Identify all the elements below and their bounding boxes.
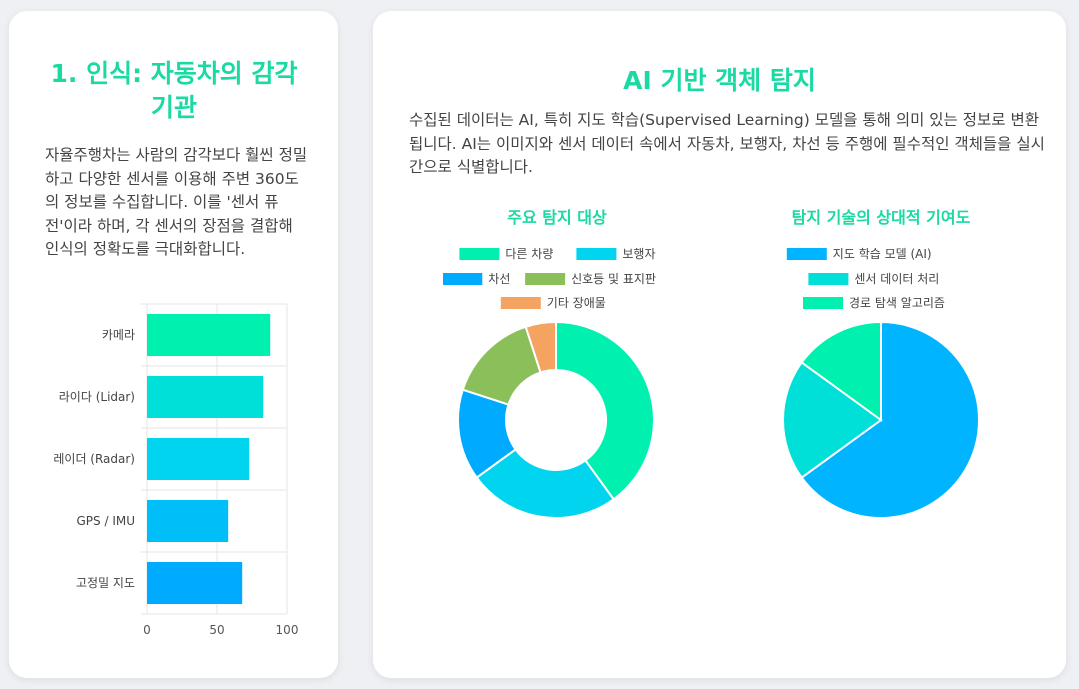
legend-swatch bbox=[500, 297, 541, 309]
legend-label: 센서 데이터 처리 bbox=[854, 272, 939, 286]
perception-card: 1. 인식: 자동차의 감각 기관 자율주행차는 사람의 감각보다 훨씬 정밀하… bbox=[9, 11, 338, 678]
legend-swatch bbox=[808, 273, 849, 285]
legend-swatch bbox=[803, 297, 843, 309]
legend-label: 지도 학습 모델 (AI) bbox=[833, 247, 932, 261]
donut-slice bbox=[555, 320, 655, 501]
legend-label: 보행자 bbox=[622, 246, 655, 261]
pie-slice bbox=[800, 320, 882, 422]
bar bbox=[147, 438, 250, 480]
legend-swatch bbox=[525, 273, 566, 285]
category-label: 라이다 (Lidar) bbox=[59, 390, 135, 404]
object-detection-card: AI 기반 객체 탐지 수집된 데이터는 AI, 특히 지도 학습(Superv… bbox=[373, 11, 1066, 678]
legend-label: 경로 탐색 알고리즘 bbox=[849, 296, 945, 310]
pie-slice bbox=[800, 320, 980, 519]
bar bbox=[147, 314, 271, 356]
legend-label: 기타 장애물 bbox=[547, 296, 606, 310]
right-section-title: AI 기반 객체 탐지 bbox=[623, 66, 816, 95]
legend-label: 차선 bbox=[488, 272, 510, 286]
legend-label: 신호등 및 표지판 bbox=[571, 272, 656, 286]
category-label: GPS / IMU bbox=[77, 514, 136, 528]
category-label: 카메라 bbox=[102, 328, 135, 342]
pie-slice bbox=[782, 360, 883, 480]
category-label: 레이더 (Radar) bbox=[53, 452, 135, 466]
x-tick-label: 50 bbox=[209, 623, 224, 637]
legend-swatch bbox=[459, 248, 500, 260]
donut-slice bbox=[475, 447, 616, 519]
legend-label: 다른 차량 bbox=[505, 247, 553, 261]
pie-chart-title: 탐지 기술의 상대적 기여도 bbox=[791, 208, 971, 227]
legend-swatch bbox=[786, 248, 827, 260]
donut-slice bbox=[524, 320, 557, 374]
x-tick-label: 100 bbox=[276, 623, 299, 637]
bar bbox=[147, 562, 243, 604]
x-tick-label: 0 bbox=[143, 623, 151, 637]
bar bbox=[147, 376, 264, 418]
legend-swatch bbox=[443, 273, 483, 285]
category-label: 고정밀 지도 bbox=[76, 576, 135, 590]
donut-chart-title: 주요 탐지 대상 bbox=[507, 208, 607, 227]
right-section-description: 수집된 데이터는 AI, 특히 지도 학습(Supervised Learnin… bbox=[409, 111, 1045, 176]
left-section-description: 자율주행차는 사람의 감각보다 훨씬 정밀하고 다양한 센서를 이용해 주변 3… bbox=[45, 146, 308, 258]
legend-swatch bbox=[576, 248, 617, 260]
left-section-title: 1. 인식: 자동차의 감각 기관 bbox=[50, 59, 298, 122]
bar bbox=[147, 500, 229, 542]
